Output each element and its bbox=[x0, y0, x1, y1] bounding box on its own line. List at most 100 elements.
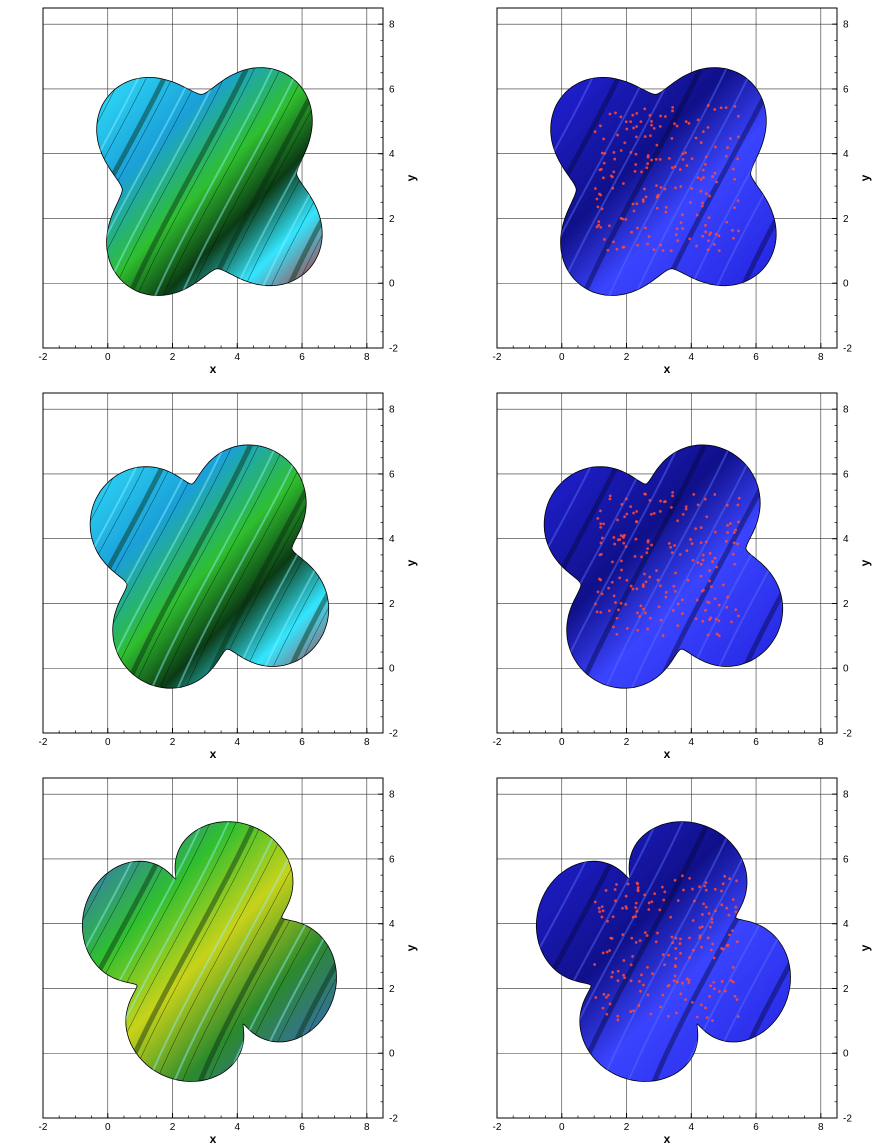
y-tick-label: 8 bbox=[843, 405, 849, 416]
y-tick-label: 4 bbox=[843, 149, 849, 160]
y-tick-label: 2 bbox=[389, 984, 395, 995]
x-tick-label: 0 bbox=[105, 352, 111, 363]
x-axis-label: x bbox=[664, 747, 671, 761]
x-tick-label: 0 bbox=[105, 737, 111, 748]
y-tick-label: 0 bbox=[843, 279, 849, 290]
panel-1-1: -2 0 2 4 6 8 -2 0 2 4 6 8 x y bbox=[39, 7, 418, 376]
x-axis-label: x bbox=[210, 1132, 217, 1145]
surface-patch bbox=[81, 821, 337, 1082]
surface-patch bbox=[535, 821, 791, 1082]
y-tick-label: 8 bbox=[843, 20, 849, 31]
surface-patch bbox=[550, 67, 777, 296]
y-tick-label: 6 bbox=[389, 84, 395, 95]
x-tick-label: 4 bbox=[689, 352, 695, 363]
x-tick-label: 2 bbox=[624, 737, 630, 748]
x-tick-label: 6 bbox=[299, 737, 305, 748]
y-tick-label: -2 bbox=[389, 1114, 398, 1125]
panel-3-2: -2 0 2 4 6 8 -2 0 2 4 6 8 x y bbox=[493, 777, 872, 1145]
x-tick-label: 8 bbox=[818, 737, 824, 748]
y-tick-label: 2 bbox=[389, 214, 395, 225]
y-tick-label: -2 bbox=[843, 1114, 852, 1125]
x-tick-label: -2 bbox=[39, 737, 48, 748]
plot-frame bbox=[496, 392, 838, 734]
x-tick-label: -2 bbox=[493, 352, 502, 363]
x-axis-label: x bbox=[210, 362, 217, 376]
y-tick-label: -2 bbox=[843, 344, 852, 355]
x-tick-label: -2 bbox=[39, 1122, 48, 1133]
y-tick-label: 6 bbox=[843, 84, 849, 95]
y-tick-label: 6 bbox=[843, 854, 849, 865]
x-axis-label: x bbox=[664, 362, 671, 376]
x-tick-label: 0 bbox=[559, 1122, 565, 1133]
y-tick-label: 4 bbox=[389, 149, 395, 160]
surface-patch bbox=[543, 444, 784, 689]
plot-frame bbox=[42, 777, 384, 1119]
x-tick-label: 2 bbox=[170, 352, 176, 363]
x-tick-label: 4 bbox=[235, 1122, 241, 1133]
x-tick-label: 6 bbox=[753, 1122, 759, 1133]
x-tick-label: -2 bbox=[493, 737, 502, 748]
y-axis-label: y bbox=[404, 944, 418, 951]
x-tick-label: 2 bbox=[624, 1122, 630, 1133]
y-tick-label: 0 bbox=[389, 279, 395, 290]
y-axis-label: y bbox=[858, 944, 872, 951]
y-tick-label: 0 bbox=[389, 664, 395, 675]
x-axis-label: x bbox=[210, 747, 217, 761]
x-tick-label: 8 bbox=[818, 1122, 824, 1133]
y-tick-label: 2 bbox=[843, 599, 849, 610]
x-tick-label: 8 bbox=[818, 352, 824, 363]
y-axis-label: y bbox=[858, 174, 872, 181]
y-axis-label: y bbox=[404, 559, 418, 566]
x-tick-label: 8 bbox=[364, 1122, 370, 1133]
plot-frame bbox=[496, 7, 838, 349]
x-tick-label: 4 bbox=[689, 737, 695, 748]
x-tick-label: 6 bbox=[299, 1122, 305, 1133]
x-tick-label: 4 bbox=[235, 737, 241, 748]
x-tick-label: -2 bbox=[39, 352, 48, 363]
plot-frame bbox=[42, 7, 384, 349]
x-tick-label: 6 bbox=[753, 352, 759, 363]
x-axis-label: x bbox=[664, 1132, 671, 1145]
y-tick-label: 2 bbox=[843, 214, 849, 225]
y-tick-label: 8 bbox=[843, 790, 849, 801]
plot-frame bbox=[496, 777, 838, 1119]
x-tick-label: 2 bbox=[170, 1122, 176, 1133]
y-tick-label: -2 bbox=[389, 729, 398, 740]
x-tick-label: -2 bbox=[493, 1122, 502, 1133]
x-tick-label: 4 bbox=[689, 1122, 695, 1133]
x-tick-label: 8 bbox=[364, 737, 370, 748]
surface-patch bbox=[96, 67, 323, 296]
panel-3-1: -2 0 2 4 6 8 -2 0 2 4 6 8 x y bbox=[39, 777, 418, 1145]
y-tick-label: 4 bbox=[389, 534, 395, 545]
y-tick-label: 8 bbox=[389, 20, 395, 31]
panel-2-2: -2 0 2 4 6 8 -2 0 2 4 6 8 x y bbox=[493, 392, 872, 761]
y-tick-label: 0 bbox=[843, 1049, 849, 1060]
y-tick-label: 6 bbox=[389, 854, 395, 865]
y-tick-label: -2 bbox=[843, 729, 852, 740]
y-tick-label: 6 bbox=[843, 469, 849, 480]
x-tick-label: 2 bbox=[170, 737, 176, 748]
y-tick-label: 4 bbox=[843, 534, 849, 545]
y-tick-label: 2 bbox=[389, 599, 395, 610]
y-tick-label: 4 bbox=[389, 919, 395, 930]
surface-patch bbox=[89, 444, 330, 689]
y-tick-label: 8 bbox=[389, 405, 395, 416]
y-tick-label: 0 bbox=[843, 664, 849, 675]
y-tick-label: 2 bbox=[843, 984, 849, 995]
y-tick-label: 6 bbox=[389, 469, 395, 480]
x-tick-label: 6 bbox=[753, 737, 759, 748]
y-tick-label: 8 bbox=[389, 790, 395, 801]
panel-1-2: -2 0 2 4 6 8 -2 0 2 4 6 8 x y bbox=[493, 7, 872, 376]
x-tick-label: 6 bbox=[299, 352, 305, 363]
plot-frame bbox=[42, 392, 384, 734]
x-tick-label: 0 bbox=[105, 1122, 111, 1133]
panel-2-1: -2 0 2 4 6 8 -2 0 2 4 6 8 x y bbox=[39, 392, 418, 761]
y-tick-label: 4 bbox=[843, 919, 849, 930]
x-tick-label: 4 bbox=[235, 352, 241, 363]
y-tick-label: 0 bbox=[389, 1049, 395, 1060]
x-tick-label: 0 bbox=[559, 352, 565, 363]
y-axis-label: y bbox=[858, 559, 872, 566]
y-axis-label: y bbox=[404, 174, 418, 181]
y-tick-label: -2 bbox=[389, 344, 398, 355]
